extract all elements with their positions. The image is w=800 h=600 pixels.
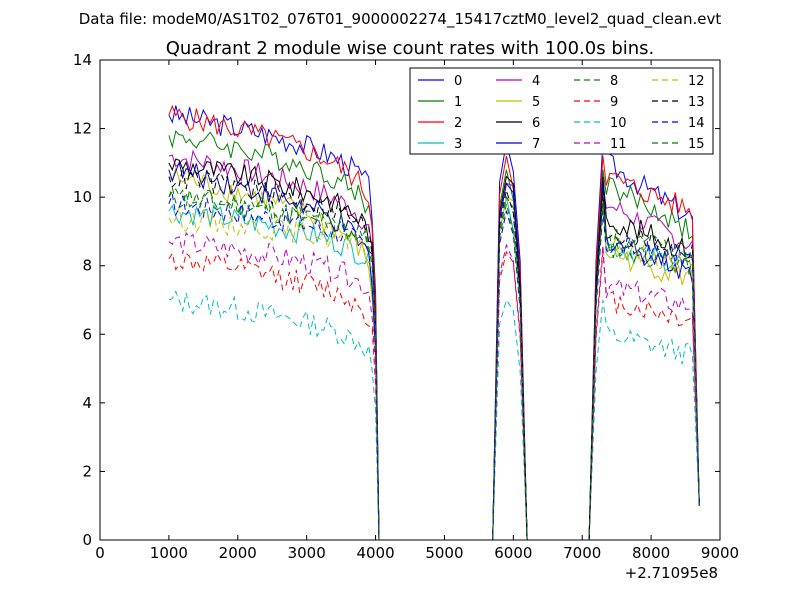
plot-lines [168,104,700,541]
legend-label-15: 15 [688,137,705,152]
legend-label-4: 4 [532,74,540,89]
legend-box [409,67,714,155]
series-line-10 [168,290,700,541]
y-tick-label: 8 [82,257,92,275]
series-line-0 [168,105,700,541]
y-tick-label: 14 [73,51,92,69]
series-line-9 [168,250,700,541]
x-tick-label: 7000 [563,544,601,562]
series-line-11 [168,231,700,541]
legend-label-3: 3 [454,137,462,152]
series-line-4 [168,149,700,541]
series-line-14 [168,194,700,541]
legend-label-10: 10 [610,116,627,131]
series-line-8 [168,186,700,541]
series-line-1 [168,130,700,541]
series-line-5 [168,166,700,541]
chart-title: Quadrant 2 module wise count rates with … [166,38,655,59]
x-tick-label: 2000 [219,544,257,562]
legend-label-9: 9 [610,95,618,110]
x-tick-label: 4000 [356,544,394,562]
y-tick-label: 10 [73,188,92,206]
series-line-2 [168,104,700,541]
y-tick-label: 6 [82,325,92,343]
legend-label-8: 8 [610,74,618,89]
y-tick-label: 2 [82,462,92,480]
legend-label-0: 0 [454,74,462,89]
series-line-12 [168,207,700,541]
x-tick-label: 3000 [288,544,326,562]
series-line-6 [168,158,700,541]
series-line-15 [168,188,700,541]
x-tick-label: 0 [95,544,105,562]
legend-label-6: 6 [532,116,540,131]
x-tick-label: 8000 [632,544,670,562]
data-file-label: Data file: modeM0/AS1T02_076T01_90000022… [79,10,722,29]
plot-frame [99,59,721,541]
y-tick-label: 0 [82,531,92,549]
legend-label-12: 12 [688,74,705,89]
x-offset-label: +2.71095e8 [625,564,718,582]
legend-label-7: 7 [532,137,540,152]
legend-label-2: 2 [454,116,462,131]
x-tick-label: 9000 [701,544,739,562]
x-tick-label: 5000 [425,544,463,562]
y-tick-label: 4 [82,394,92,412]
series-line-3 [168,196,700,541]
y-tick-label: 12 [73,120,92,138]
x-axis: 0 1000 2000 3000 4000 5000 6000 7000 8000 9000 [95,60,739,562]
legend-label-13: 13 [688,95,705,110]
legend-label-5: 5 [532,95,540,110]
series-line-13 [168,167,700,541]
legend-label-1: 1 [454,95,462,110]
legend-label-14: 14 [688,116,705,131]
series-line-7 [168,160,700,541]
x-tick-label: 1000 [150,544,188,562]
legend-label-11: 11 [610,137,627,152]
x-tick-label: 6000 [494,544,532,562]
